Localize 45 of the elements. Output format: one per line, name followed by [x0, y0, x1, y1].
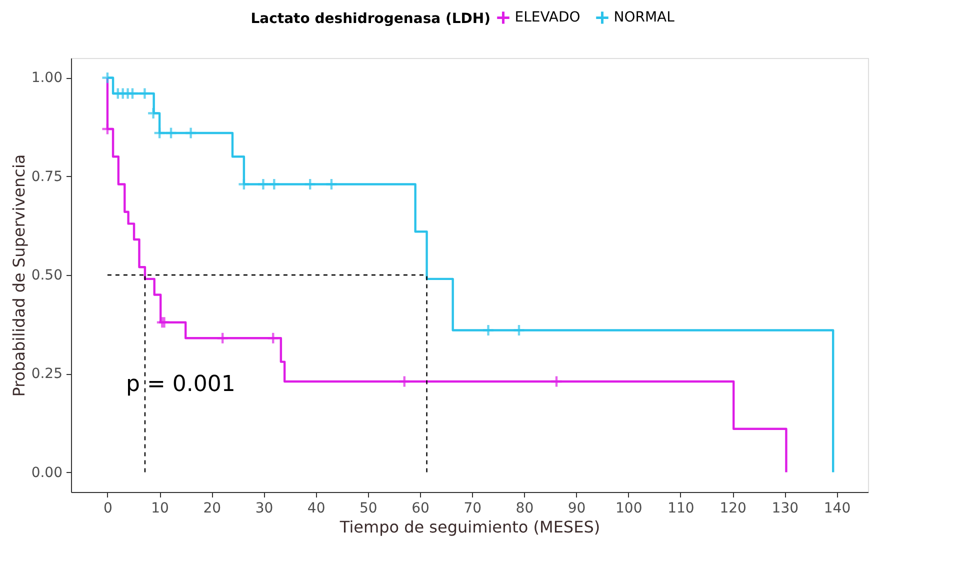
x-tick-label: 120 [720, 500, 746, 516]
y-tick-label: 1.00 [31, 70, 62, 86]
x-tick-label: 40 [307, 500, 326, 516]
point [398, 375, 411, 388]
point [256, 178, 270, 191]
x-tick-label: 110 [668, 500, 694, 516]
x-tick-label: 130 [772, 500, 799, 516]
point [101, 71, 114, 84]
point [146, 106, 160, 120]
y-tick-label: 0.25 [31, 366, 62, 382]
x-tick-label: 80 [516, 500, 534, 516]
point [268, 178, 280, 191]
x-axis-title: Tiempo de seguimiento (MESES) [338, 518, 600, 536]
legend-title: Lactato deshidrogenasa (LDH) [250, 11, 491, 27]
y-tick-label: 0.50 [31, 268, 62, 284]
x-tick-label: 60 [412, 500, 430, 516]
point [238, 178, 250, 191]
legend-label: NORMAL [614, 10, 675, 26]
x-tick-label: 90 [568, 500, 586, 516]
point [164, 126, 178, 140]
annotation: p = 0.001 [126, 372, 236, 397]
point [153, 126, 166, 140]
point [126, 87, 139, 100]
point [101, 122, 114, 136]
point [304, 178, 316, 191]
point [266, 332, 280, 344]
x-tick-label: 20 [203, 500, 222, 516]
x-tick-label: 100 [616, 500, 642, 516]
x-tick-label: 140 [824, 500, 851, 516]
x-tick-label: 10 [151, 500, 169, 516]
y-tick-label: 0.00 [31, 464, 62, 481]
x-tick-label: 50 [360, 500, 378, 516]
x-tick-label: 70 [464, 500, 482, 516]
x-tick-label: 30 [255, 500, 274, 516]
point [512, 324, 526, 337]
point [216, 332, 229, 344]
point [184, 126, 198, 140]
y-axis-title: Probabilidad de Supervivencia [9, 154, 28, 397]
legend-label: ELEVADO [514, 10, 580, 26]
point [550, 375, 563, 388]
point [482, 324, 495, 337]
point [325, 178, 338, 191]
x-tick-label: 0 [104, 500, 112, 516]
y-tick-label: 0.75 [31, 168, 62, 185]
point [138, 87, 152, 100]
